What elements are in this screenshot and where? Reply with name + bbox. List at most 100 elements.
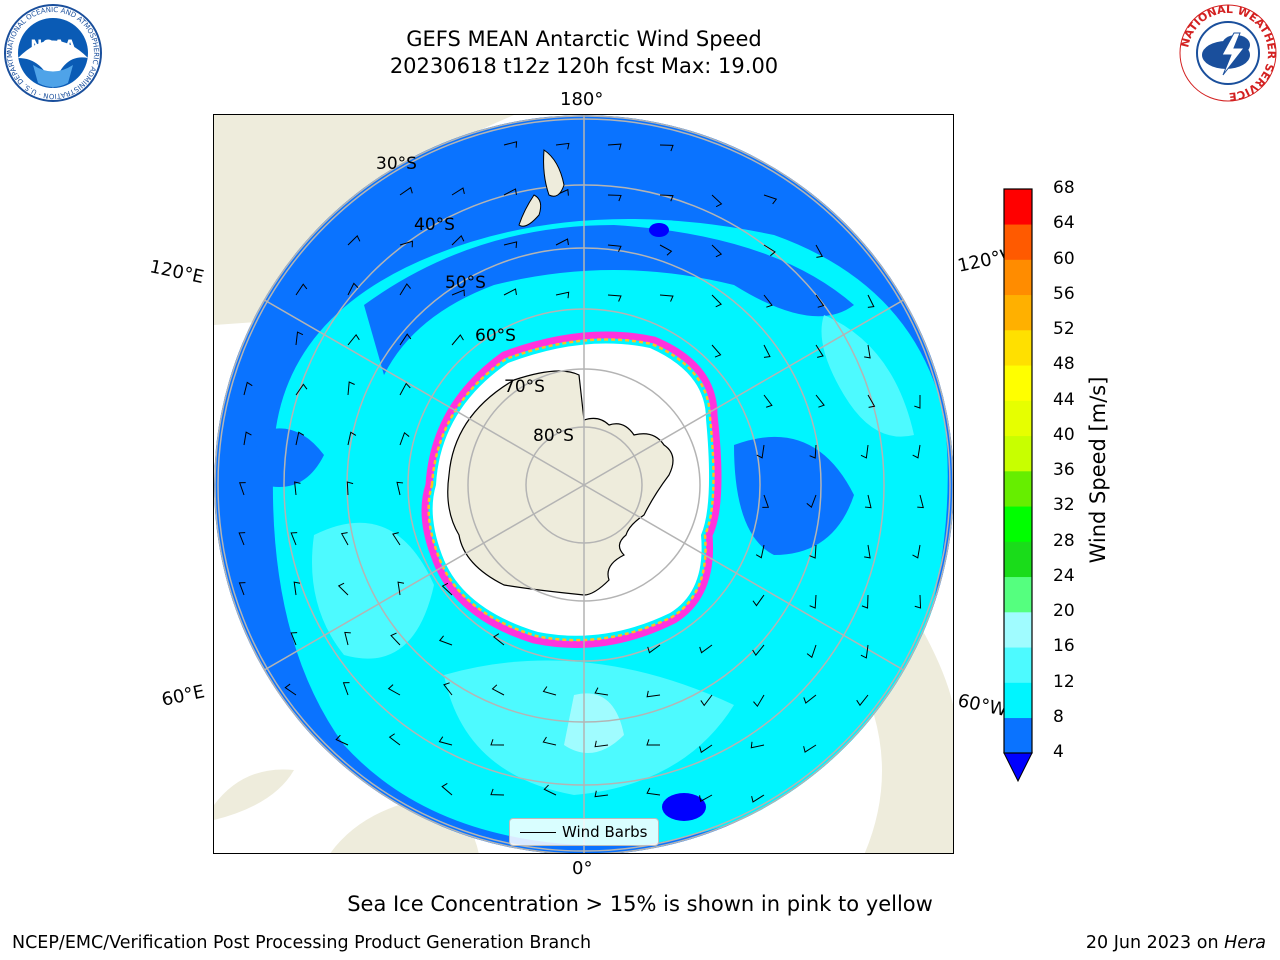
- wind-barb-icon: [594, 740, 609, 748]
- noaa-logo-icon: NATIONAL OCEANIC AND ATMOSPHERIC ADMINIS…: [3, 3, 102, 102]
- wind-barb-icon: [396, 481, 404, 496]
- colorbar-segment: [1004, 189, 1032, 225]
- wind-barb-icon: [815, 244, 824, 258]
- colorbar-tick-label: 60: [1053, 248, 1075, 269]
- colorbar-segment: [1004, 471, 1032, 507]
- wind-barb-icon: [864, 344, 871, 359]
- colorbar-segment: [1004, 259, 1032, 296]
- wind-barb-icon: [646, 787, 661, 796]
- wind-barb-icon: [340, 532, 349, 546]
- wind-barb-icon: [443, 682, 453, 696]
- wind-barb-icon: [753, 694, 765, 708]
- wind-barb-icon: [451, 187, 465, 196]
- colorbar-segment: [1004, 576, 1032, 613]
- wind-barb-icon: [342, 682, 350, 696]
- wind-barb-icon: [659, 194, 674, 202]
- legend-label: Wind Barbs: [562, 823, 648, 841]
- wind-barb-icon: [647, 644, 661, 654]
- wind-barb-icon: [699, 794, 713, 803]
- wind-barb-icon: [809, 444, 817, 459]
- wind-barb-icon: [290, 632, 298, 646]
- wind-barb-icon: [441, 582, 453, 596]
- wind-barb-icon: [809, 544, 817, 559]
- wind-barb-icon: [503, 141, 518, 148]
- lat-label-40s: 40°S: [414, 215, 455, 235]
- map-title: GEFS MEAN Antarctic Wind Speed: [406, 27, 762, 51]
- colorbar-frame: [1003, 188, 1033, 754]
- sea-ice-edge-pink: [421, 331, 722, 648]
- wind-barb-icon: [607, 244, 622, 252]
- colorbar-tick-label: 68: [1053, 178, 1075, 198]
- wind-barb-icon: [700, 694, 713, 707]
- wind-barb-icon: [699, 744, 713, 754]
- wind-barb-icon: [806, 644, 817, 659]
- wind-barb-icon: [388, 733, 401, 746]
- wind-barb-icon: [399, 431, 410, 446]
- colorbar-segment: [1004, 224, 1032, 260]
- noaa-logo-text: NOAA: [31, 38, 76, 54]
- footer-date-text: 20 Jun 2023 on: [1085, 933, 1219, 953]
- wind-barb-icon: [347, 333, 360, 346]
- wind-barb-icon: [803, 694, 817, 704]
- wind-barb-icon: [387, 684, 401, 696]
- wind-barb-icon: [399, 186, 413, 196]
- wind-barb-icon: [346, 481, 354, 496]
- wind-barb-icon: [335, 734, 349, 746]
- wind-barb-icon: [555, 291, 570, 299]
- lon-label-0: 0°: [572, 858, 593, 879]
- wind-barb-icon: [438, 736, 453, 746]
- wind-barb-icon: [543, 784, 557, 796]
- wind-barb-icon: [763, 244, 776, 257]
- wind-barb-icon: [347, 235, 361, 246]
- wind-barb-icon: [490, 788, 505, 796]
- wind-barb-icon: [815, 344, 824, 358]
- wind-barb-icon: [347, 431, 357, 446]
- nws-logo-icon: NATIONAL WEATHER SERVICE: [1178, 3, 1278, 103]
- wind-barb-icon: [711, 344, 722, 358]
- wind-barb-icon: [752, 594, 765, 607]
- wind-barb-icon: [659, 144, 674, 152]
- colorbar-tick-label: 52: [1053, 319, 1075, 339]
- map-subtitle: 20230618 t12z 120h fcst Max: 19.00: [389, 54, 779, 78]
- colorbar-tick-label: 48: [1053, 354, 1075, 375]
- wind-barb-icon: [451, 334, 464, 346]
- lat-label-70s: 70°S: [504, 377, 545, 397]
- lat-label-50s: 50°S: [445, 273, 486, 293]
- wind-barb-icon: [762, 494, 770, 508]
- wind-barb-icon: [864, 494, 872, 509]
- wind-barb-icon: [243, 381, 253, 396]
- wind-barb-icon: [763, 394, 773, 408]
- wind-barb-icon: [542, 736, 557, 746]
- wind-barb-icon: [914, 594, 922, 609]
- colorbar-segment: [1004, 612, 1032, 648]
- wind-barbs: [238, 141, 924, 803]
- wind-barb-icon: [347, 282, 359, 296]
- wind-barb-icon: [750, 741, 765, 749]
- wind-barb-icon: [751, 794, 765, 803]
- wind-barb-icon: [392, 532, 401, 546]
- wind-barb-icon: [711, 194, 723, 208]
- wind-barb-icon: [399, 382, 411, 396]
- wind-barb-icon: [397, 581, 405, 596]
- wind-barb-icon: [503, 288, 517, 296]
- lat-label-60s: 60°S: [475, 326, 516, 346]
- lon-label-60e: 60°E: [159, 681, 207, 711]
- wind-barb-icon: [803, 744, 817, 753]
- colorbar-segment: [1004, 647, 1032, 683]
- colorbar-tick-label: 8: [1053, 706, 1064, 727]
- colorbar-segment: [1004, 400, 1032, 437]
- sea-ice-caption: Sea Ice Concentration > 15% is shown in …: [347, 892, 933, 916]
- wind-barb-icon: [337, 582, 349, 596]
- wind-barb-icon: [809, 594, 817, 609]
- colorbar-segment: [1004, 294, 1032, 331]
- wind-barb-icon: [711, 244, 723, 258]
- wind-barb-icon: [347, 381, 355, 396]
- legend-line-icon: [520, 832, 556, 833]
- wind-barb-icon: [763, 294, 773, 308]
- wind-barb-icon: [295, 283, 308, 296]
- wind-barb-icon: [594, 790, 609, 798]
- wind-barb-icon: [867, 394, 876, 408]
- wind-barb-icon: [607, 143, 622, 151]
- colorbar-tick-label: 40: [1053, 424, 1075, 445]
- wind-barb-icon: [607, 194, 622, 202]
